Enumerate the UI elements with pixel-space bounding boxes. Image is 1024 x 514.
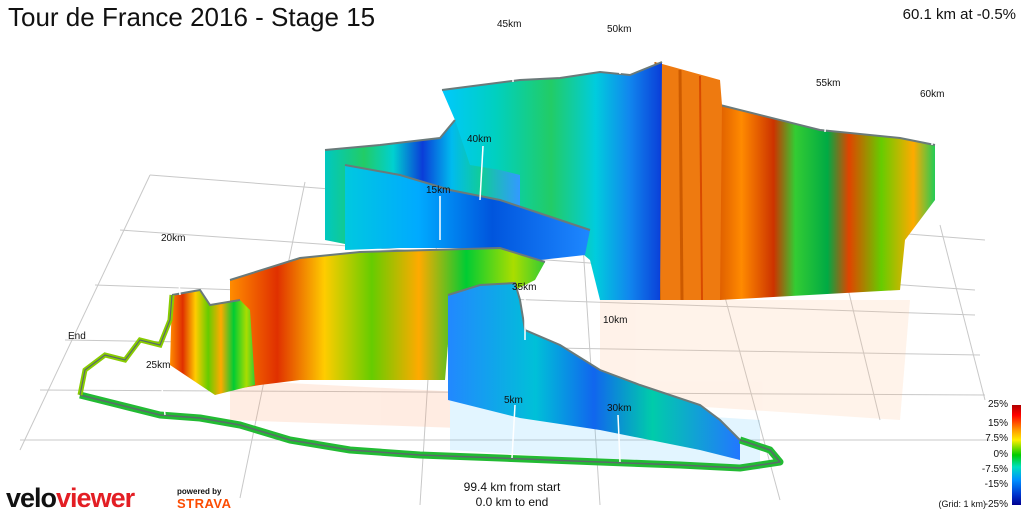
logo-part-viewer: viewer: [56, 483, 135, 513]
wall-orange-peak: [654, 61, 722, 301]
legend-tick-neg-15: -15%: [984, 479, 1008, 490]
legend-tick-7-5: 7.5%: [985, 433, 1008, 444]
wall-long-climb: [229, 246, 546, 390]
marker-45km: 45km: [497, 19, 521, 30]
marker-55km: 55km: [816, 78, 840, 89]
gradient-legend-bar: [1012, 405, 1021, 505]
marker-35km: 35km: [512, 282, 536, 293]
veloviewer-logo[interactable]: veloviewer: [6, 483, 135, 514]
marker-20km: 20km: [161, 233, 185, 244]
position-readout: 60.1 km at -0.5%: [902, 6, 1016, 23]
marker-25km: 25km: [146, 360, 170, 371]
marker-30km: 30km: [607, 403, 631, 414]
marker-lines: [159, 30, 936, 463]
legend-tick-0: 0%: [993, 449, 1008, 460]
page-title: Tour de France 2016 - Stage 15: [8, 2, 376, 32]
marker-10km: 10km: [603, 315, 627, 326]
position-info: 99.4 km from start 0.0 km to end: [392, 480, 632, 510]
wall-peak: [440, 61, 663, 300]
legend-tick-25: 25%: [987, 399, 1008, 410]
marker-end: End: [68, 331, 86, 342]
wall-mid-descent: [344, 164, 591, 260]
legend-tick-neg-25: -25%: [984, 499, 1008, 510]
marker-15km: 15km: [426, 185, 450, 196]
legend-tick-15: 15%: [987, 418, 1008, 429]
wall-blue-switchback: [447, 281, 741, 460]
distance-to-end: 0.0 km to end: [475, 495, 549, 509]
legend-tick-neg-7-5: -7.5%: [981, 464, 1008, 475]
powered-by-label: powered by: [177, 487, 222, 496]
wall-front-left: [170, 288, 255, 395]
grid-note: (Grid: 1 km): [938, 499, 986, 509]
logo-part-velo: velo: [6, 483, 57, 513]
marker-50km: 50km: [607, 24, 631, 35]
marker-5km: 5km: [504, 395, 523, 406]
marker-40km: 40km: [467, 134, 491, 145]
strava-logo[interactable]: STRAVA: [177, 496, 232, 511]
route-ribbon: [77, 294, 784, 472]
marker-60km: 60km: [920, 89, 944, 100]
wall-back-right: [719, 104, 936, 300]
distance-labels: End 5km 10km 15km 20km 25km 30km 35km 40…: [68, 19, 944, 414]
distance-from-start: 99.4 km from start: [463, 480, 561, 494]
